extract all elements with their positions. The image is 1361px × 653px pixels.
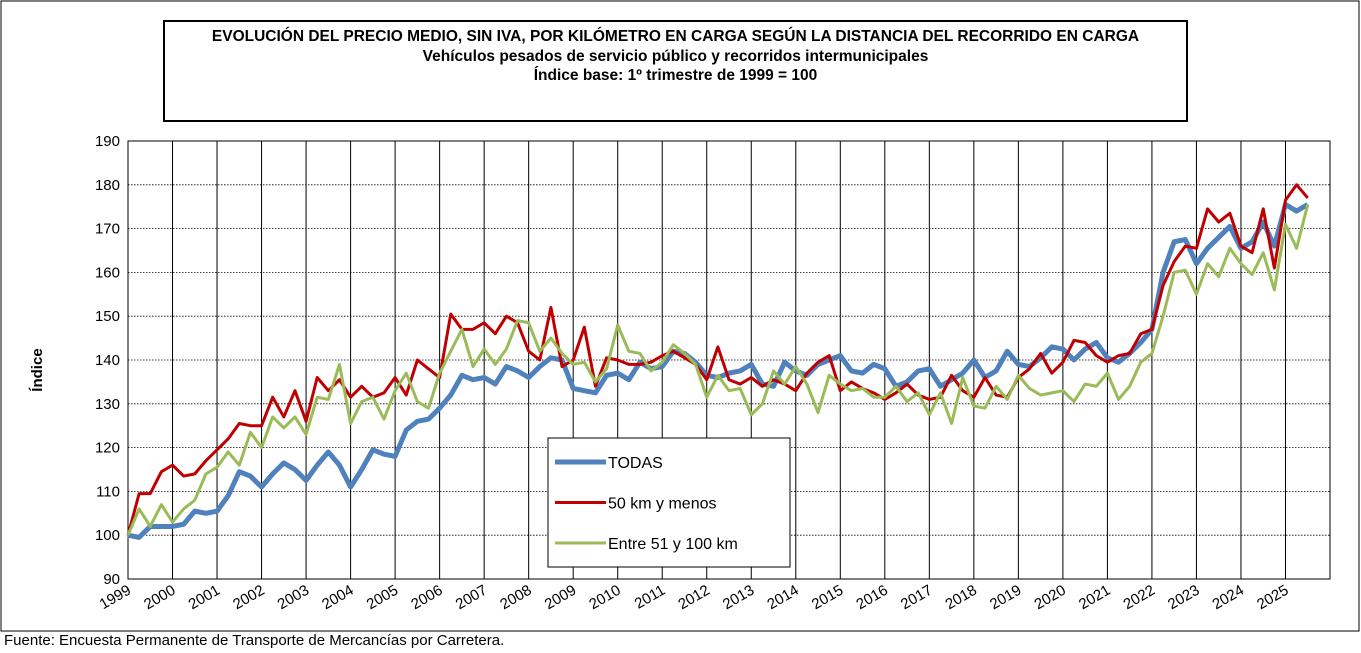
y-tick-label: 190 [95, 133, 120, 150]
x-tick-label: 2009 [542, 582, 579, 613]
x-tick-label: 2001 [186, 582, 223, 613]
plot-area [127, 140, 1331, 580]
x-tick-label: 2004 [319, 582, 356, 613]
legend-label: 50 km y menos [608, 496, 716, 513]
source-note: Fuente: Encuesta Permanente de Transport… [4, 632, 504, 649]
title-box: EVOLUCIÓN DEL PRECIO MEDIO, SIN IVA, POR… [163, 20, 1188, 122]
x-tick-label: 2003 [275, 582, 312, 613]
legend-label: Entre 51 y 100 km [608, 536, 738, 553]
x-tick-label: 2015 [809, 582, 846, 613]
x-tick-label: 2021 [1076, 582, 1113, 613]
y-tick-label: 90 [103, 571, 120, 588]
chart-subtitle: Vehículos pesados de servicio público y … [422, 47, 929, 65]
y-tick-label: 150 [95, 308, 120, 325]
y-tick-label: 120 [95, 440, 120, 457]
x-tick-label: 2024 [1210, 582, 1247, 613]
x-tick-label: 2025 [1254, 582, 1291, 613]
x-tick-label: 2008 [497, 582, 534, 613]
x-tick-label: 2016 [853, 582, 890, 613]
x-tick-label: 2022 [1121, 582, 1158, 613]
x-tick-label: 2018 [942, 582, 979, 613]
y-tick-label: 140 [95, 352, 120, 369]
y-tick-label: 100 [95, 527, 120, 544]
x-tick-label: 2017 [898, 582, 935, 613]
x-tick-label: 2011 [632, 582, 668, 613]
series-line [126, 204, 1310, 536]
x-tick-label: 2006 [408, 582, 445, 613]
x-tick-label: 2005 [364, 582, 401, 613]
y-tick-label: 110 [96, 483, 120, 500]
y-tick-label: 170 [95, 221, 120, 238]
x-tick-label: 2023 [1165, 582, 1202, 613]
x-tick-label: 2012 [675, 582, 712, 613]
x-tick-label: 2019 [987, 582, 1024, 613]
x-tick-label: 2007 [453, 582, 490, 613]
legend-label: TODAS [608, 455, 663, 472]
x-tick-label: 2002 [230, 582, 267, 613]
chart-title: EVOLUCIÓN DEL PRECIO MEDIO, SIN IVA, POR… [211, 28, 1140, 45]
chart-frame [0, 0, 1360, 632]
x-tick-label: 2000 [141, 582, 178, 613]
x-tick-label: 2014 [764, 582, 801, 613]
x-tick-label: 2010 [586, 582, 623, 613]
y-axis-label: Índice [29, 348, 46, 391]
y-tick-label: 180 [95, 177, 120, 194]
x-tick-label: 2020 [1031, 582, 1068, 613]
base-note: Índice base: 1º trimestre de 1999 = 100 [533, 67, 818, 84]
series-line [126, 183, 1309, 536]
y-tick-label: 160 [95, 264, 120, 281]
x-tick-label: 2013 [720, 582, 757, 613]
y-tick-label: 130 [95, 396, 120, 413]
